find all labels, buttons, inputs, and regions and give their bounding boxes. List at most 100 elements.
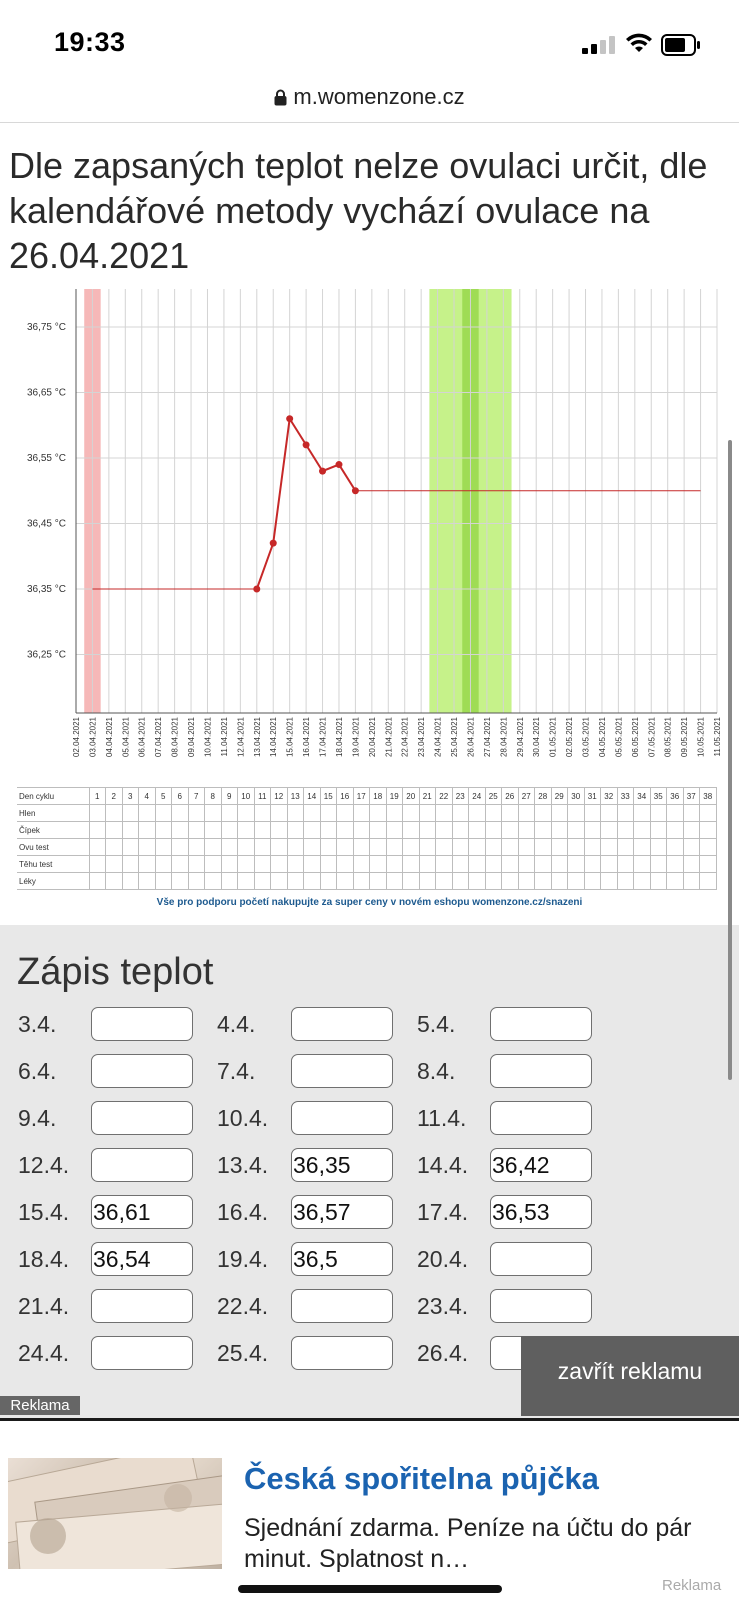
table-cell bbox=[550, 821, 568, 839]
table-cell bbox=[88, 855, 106, 873]
temperature-input[interactable] bbox=[91, 1007, 193, 1041]
table-row: Čípek bbox=[17, 821, 717, 839]
temp-date-label: 11.4. bbox=[417, 1105, 467, 1131]
temperature-input[interactable] bbox=[490, 1289, 592, 1323]
table-cell bbox=[600, 872, 618, 890]
table-cell bbox=[253, 804, 271, 822]
banknotes-image[interactable] bbox=[8, 1458, 222, 1569]
x-tick-label: 01.05.2021 bbox=[549, 716, 558, 757]
table-cell bbox=[418, 838, 436, 856]
ad-title[interactable]: Česká spořitelna půjčka bbox=[244, 1461, 599, 1496]
temperature-input[interactable] bbox=[91, 1195, 193, 1229]
temperature-input[interactable] bbox=[291, 1289, 393, 1323]
table-cell bbox=[253, 872, 271, 890]
temperature-input[interactable] bbox=[291, 1242, 393, 1276]
table-cell bbox=[550, 855, 568, 873]
temperature-input[interactable] bbox=[490, 1054, 592, 1088]
table-cell bbox=[336, 804, 354, 822]
table-cell: 30 bbox=[567, 787, 585, 805]
eshop-promo-link[interactable]: Vše pro podporu početí nakupujte za supe… bbox=[156, 897, 583, 908]
table-cell bbox=[154, 804, 172, 822]
table-cell bbox=[270, 804, 288, 822]
table-cell: 22 bbox=[435, 787, 453, 805]
table-cell bbox=[567, 872, 585, 890]
table-cell bbox=[369, 872, 387, 890]
table-cell bbox=[484, 872, 502, 890]
table-cell bbox=[204, 821, 222, 839]
table-cell bbox=[352, 821, 370, 839]
temperature-input[interactable] bbox=[291, 1148, 393, 1182]
x-tick-label: 08.05.2021 bbox=[664, 716, 673, 757]
address-bar[interactable]: m.womenzone.cz bbox=[0, 84, 739, 122]
table-cell bbox=[534, 872, 552, 890]
ad-label: Reklama bbox=[0, 1396, 80, 1415]
temperature-input[interactable] bbox=[91, 1289, 193, 1323]
temperature-input[interactable] bbox=[490, 1101, 592, 1135]
table-cell bbox=[171, 821, 189, 839]
table-cell bbox=[402, 855, 420, 873]
table-cell bbox=[187, 821, 205, 839]
temperature-input[interactable] bbox=[91, 1054, 193, 1088]
table-cell bbox=[105, 855, 123, 873]
temperature-input[interactable] bbox=[291, 1101, 393, 1135]
table-cell bbox=[649, 804, 667, 822]
table-cell bbox=[501, 855, 519, 873]
table-cell bbox=[600, 804, 618, 822]
table-cell: 34 bbox=[633, 787, 651, 805]
table-cell bbox=[385, 855, 403, 873]
temp-date-label: 19.4. bbox=[217, 1246, 269, 1272]
temperature-input[interactable] bbox=[91, 1242, 193, 1276]
table-cell bbox=[666, 838, 684, 856]
page-scrollbar[interactable] bbox=[728, 440, 732, 1080]
temperature-input[interactable] bbox=[490, 1195, 592, 1229]
table-cell bbox=[484, 821, 502, 839]
temperature-input[interactable] bbox=[490, 1007, 592, 1041]
table-cell bbox=[204, 838, 222, 856]
close-ad-button[interactable]: zavřít reklamu bbox=[521, 1336, 739, 1416]
table-cell bbox=[402, 838, 420, 856]
table-cell bbox=[567, 821, 585, 839]
x-tick-label: 05.04.2021 bbox=[121, 716, 130, 757]
table-cell bbox=[468, 804, 486, 822]
table-cell bbox=[187, 804, 205, 822]
table-cell bbox=[699, 838, 717, 856]
table-cell bbox=[253, 855, 271, 873]
table-cell bbox=[204, 872, 222, 890]
x-tick-label: 09.04.2021 bbox=[187, 716, 196, 757]
table-cell bbox=[517, 804, 535, 822]
temperature-input[interactable] bbox=[490, 1148, 592, 1182]
x-tick-label: 14.04.2021 bbox=[269, 716, 278, 757]
divider bbox=[0, 122, 739, 123]
x-tick-label: 03.05.2021 bbox=[582, 716, 591, 757]
temperature-input[interactable] bbox=[291, 1007, 393, 1041]
table-cell bbox=[666, 855, 684, 873]
x-tick-label: 10.05.2021 bbox=[697, 716, 706, 757]
temperature-input[interactable] bbox=[291, 1336, 393, 1370]
ad-banner[interactable]: Česká spořitelna půjčka Sjednání zdarma.… bbox=[0, 1418, 739, 1600]
temperature-input[interactable] bbox=[91, 1336, 193, 1370]
temperature-input[interactable] bbox=[291, 1054, 393, 1088]
table-cell bbox=[550, 804, 568, 822]
table-cell bbox=[616, 821, 634, 839]
table-cell bbox=[303, 872, 321, 890]
temp-date-label: 13.4. bbox=[217, 1152, 269, 1178]
table-cell: 23 bbox=[451, 787, 469, 805]
table-cell bbox=[699, 821, 717, 839]
temperature-input[interactable] bbox=[291, 1195, 393, 1229]
table-cell bbox=[187, 838, 205, 856]
row-label: Těhu test bbox=[17, 855, 90, 873]
temperature-input[interactable] bbox=[91, 1148, 193, 1182]
table-row: Hlen bbox=[17, 804, 717, 822]
table-cell bbox=[682, 838, 700, 856]
table-cell bbox=[682, 872, 700, 890]
table-cell: 12 bbox=[270, 787, 288, 805]
table-cell bbox=[567, 804, 585, 822]
table-cell bbox=[550, 872, 568, 890]
temp-date-label: 24.4. bbox=[18, 1340, 70, 1366]
table-cell: 29 bbox=[550, 787, 568, 805]
table-cell bbox=[484, 855, 502, 873]
home-indicator[interactable] bbox=[238, 1585, 502, 1593]
temperature-input[interactable] bbox=[490, 1242, 592, 1276]
temperature-input[interactable] bbox=[91, 1101, 193, 1135]
x-tick-label: 10.04.2021 bbox=[203, 716, 212, 757]
